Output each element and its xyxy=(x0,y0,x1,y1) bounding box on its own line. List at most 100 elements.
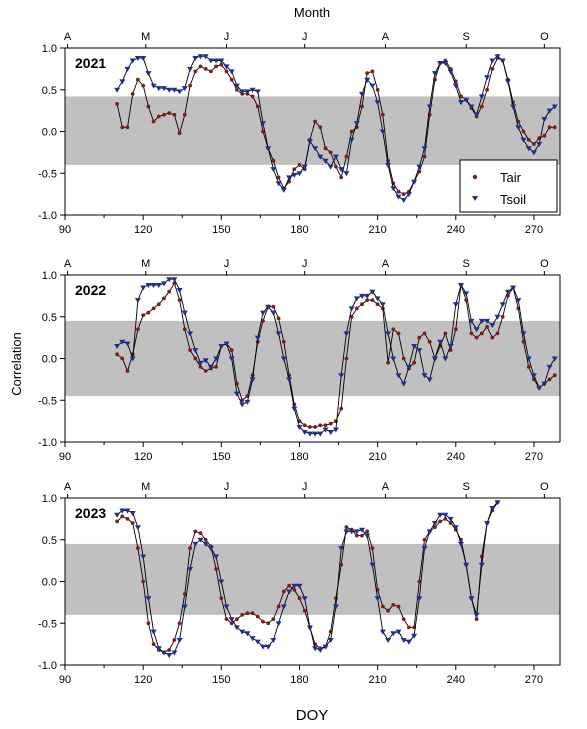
tsoil-point xyxy=(489,506,496,511)
tair-point xyxy=(141,83,146,88)
tair-point xyxy=(151,306,156,311)
tair-point xyxy=(125,125,130,130)
tsoil-point xyxy=(348,137,355,143)
tsoil-point xyxy=(270,310,277,316)
tair-point xyxy=(209,69,213,74)
tsoil-point xyxy=(322,427,329,433)
tair-point xyxy=(219,596,224,601)
month-label: J xyxy=(224,258,230,270)
tair-point xyxy=(401,356,406,361)
tair-point xyxy=(292,588,297,592)
tsoil-point xyxy=(161,650,167,656)
tair-point xyxy=(229,348,234,352)
tsoil-point xyxy=(270,638,277,643)
tsoil-point xyxy=(301,430,308,435)
tsoil-point xyxy=(416,164,423,170)
x-tick-label: 240 xyxy=(447,674,465,686)
tsoil-point xyxy=(161,281,167,287)
tsoil-point xyxy=(400,198,407,203)
tsoil-point xyxy=(379,629,386,635)
tsoil-point xyxy=(338,167,345,173)
legend-label-tair: Tair xyxy=(500,170,522,185)
tsoil-point xyxy=(510,285,517,291)
tsoil-point xyxy=(145,71,152,77)
x-tick-label: 120 xyxy=(134,224,152,236)
tair-point xyxy=(276,604,281,609)
tsoil-point xyxy=(515,125,522,131)
tsoil-point xyxy=(228,69,235,75)
tsoil-point xyxy=(364,533,371,539)
tair-point xyxy=(443,331,448,336)
tsoil-point xyxy=(166,277,173,283)
tsoil-point xyxy=(478,562,485,568)
tsoil-point xyxy=(301,164,308,170)
x-tick-label: 90 xyxy=(59,674,71,686)
tsoil-point xyxy=(244,399,251,405)
tsoil-point xyxy=(411,633,418,639)
tsoil-point xyxy=(332,154,339,160)
tsoil-point xyxy=(348,529,355,535)
tsoil-point xyxy=(390,631,397,637)
tair-point xyxy=(474,335,479,340)
tsoil-point xyxy=(239,402,246,408)
x-tick-label: 180 xyxy=(290,224,308,236)
tair-point xyxy=(198,365,203,369)
tair-point xyxy=(360,302,364,307)
tsoil-point xyxy=(197,537,204,543)
y-tick-label: 0.5 xyxy=(42,535,57,547)
tair-point xyxy=(151,642,156,646)
tsoil-point xyxy=(332,427,339,433)
tsoil-point xyxy=(213,554,220,560)
tsoil-point xyxy=(260,310,266,316)
y-tick-label: 1.0 xyxy=(42,43,57,55)
tsoil-point xyxy=(291,172,298,178)
tsoil-point xyxy=(181,310,188,316)
month-label: A xyxy=(64,258,72,270)
tair-point xyxy=(255,614,260,619)
tair-point xyxy=(120,125,125,130)
tair-point xyxy=(521,339,526,344)
tsoil-point xyxy=(530,373,537,379)
tair-point xyxy=(219,62,224,67)
x-tick-label: 150 xyxy=(212,674,230,686)
tsoil-point xyxy=(134,56,141,61)
tair-point xyxy=(276,175,281,180)
tair-point xyxy=(130,92,135,96)
tsoil-point xyxy=(437,61,444,66)
tair-point xyxy=(323,146,328,151)
tsoil-point xyxy=(171,277,178,283)
tsoil-point xyxy=(327,638,334,643)
tsoil-point xyxy=(395,194,402,200)
tsoil-point xyxy=(411,179,418,185)
tair-point xyxy=(250,94,255,99)
tair-point xyxy=(422,537,427,542)
tair-point xyxy=(412,360,416,365)
tsoil-point xyxy=(312,431,319,437)
tsoil-point xyxy=(452,525,459,531)
tsoil-point xyxy=(145,596,152,602)
tair-point xyxy=(177,298,182,302)
tair-point xyxy=(370,546,375,550)
month-label: A xyxy=(64,481,72,493)
tair-point xyxy=(156,302,161,307)
tsoil-point xyxy=(421,546,428,552)
legend: Tair Tsoil xyxy=(459,159,558,213)
tsoil-point xyxy=(499,302,506,308)
tsoil-point xyxy=(416,348,423,354)
tsoil-point xyxy=(405,639,412,645)
tsoil-point xyxy=(359,91,365,97)
tsoil-point xyxy=(473,327,480,333)
tair-point xyxy=(526,137,531,142)
tair-point xyxy=(417,579,422,584)
month-label: J xyxy=(302,258,308,270)
tsoil-point xyxy=(265,146,272,152)
tsoil-point xyxy=(306,625,313,631)
top-axis-title: Month xyxy=(294,5,330,20)
tair-point xyxy=(391,327,396,332)
tair-point xyxy=(521,129,526,134)
tsoil-point xyxy=(202,358,209,364)
tair-point xyxy=(146,621,151,626)
x-tick-label: 270 xyxy=(525,674,543,686)
tsoil-point xyxy=(421,146,428,152)
x-tick-label: 90 xyxy=(59,224,71,236)
